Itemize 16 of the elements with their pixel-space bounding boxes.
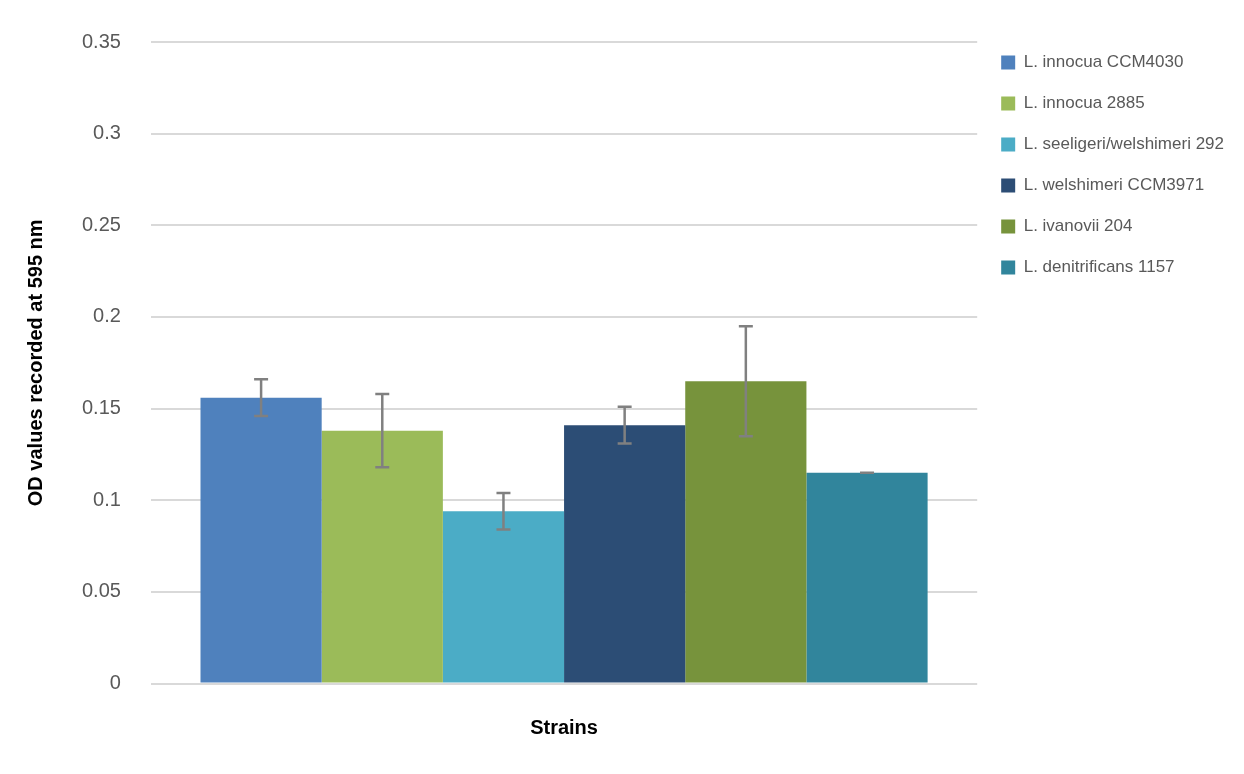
y-tick-label: 0.05: [81, 579, 121, 602]
y-tick-label: 0: [109, 671, 121, 694]
legend-label: L. ivanovii 204: [1023, 216, 1133, 236]
y-tick-label: 0.3: [93, 121, 121, 144]
y-tick-label: 0.2: [93, 304, 121, 327]
legend-label: L. innocua 2885: [1023, 93, 1145, 113]
y-tick-label: 0.35: [81, 29, 121, 52]
y-tick-label: 0.25: [81, 212, 121, 235]
legend-label: L. welshimeri CCM3971: [1023, 175, 1205, 195]
legend-label: L. innocua CCM4030: [1023, 52, 1184, 72]
y-axis-title: OD values recorded at 595 nm: [23, 219, 46, 507]
y-tick-label: 0.15: [81, 396, 121, 419]
y-tick-label: 0.1: [93, 487, 121, 510]
legend-label: L. denitrificans 1157: [1023, 257, 1175, 277]
x-axis-title: Strains: [530, 715, 598, 738]
legend-label: L. seeligeri/welshimeri 292: [1023, 134, 1225, 154]
